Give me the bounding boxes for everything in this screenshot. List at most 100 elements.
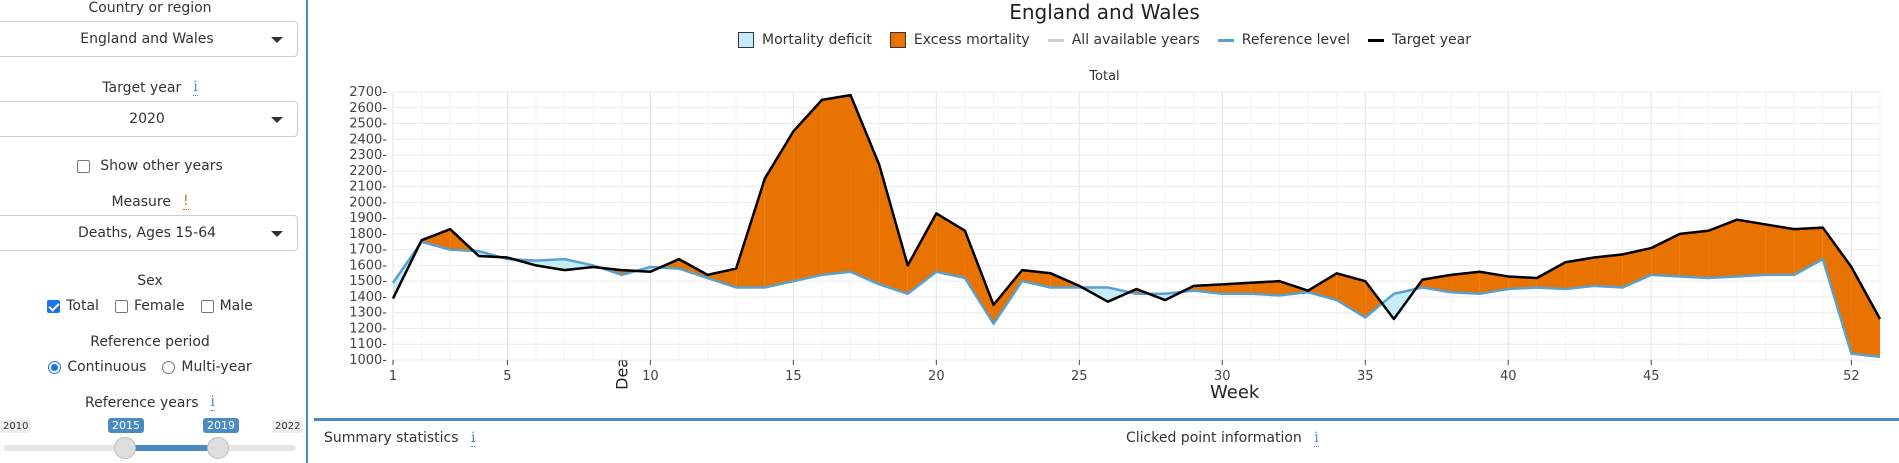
- main-panel: England and Wales Mortality deficit Exce…: [310, 0, 1899, 463]
- excess-area: [907, 213, 937, 294]
- deficit-area: [1382, 293, 1394, 320]
- sex-option-male[interactable]: Male: [200, 298, 253, 314]
- x-tick-label: 30: [1214, 369, 1231, 384]
- x-tick-label: 35: [1357, 369, 1374, 384]
- excess-area: [1536, 262, 1566, 290]
- reference-period-options: Continuous Multi-year: [0, 359, 300, 375]
- excess-area: [1365, 281, 1383, 318]
- excess-area: [993, 270, 1023, 324]
- x-tick-label: 10: [642, 369, 659, 384]
- slider-from-handle[interactable]: [114, 437, 136, 459]
- y-tick-label: 2600-: [349, 101, 387, 116]
- sex-option-total[interactable]: Total: [47, 298, 99, 314]
- excess-area: [1708, 219, 1738, 279]
- legend-item-all-available-years[interactable]: All available years: [1047, 32, 1200, 48]
- excess-area: [793, 99, 822, 282]
- x-tick-label: 15: [785, 369, 802, 384]
- y-tick-label: 1700-: [349, 243, 387, 258]
- section-divider: [314, 418, 1899, 421]
- total-checkbox[interactable]: [47, 299, 61, 313]
- show-other-years-checkbox[interactable]: [77, 159, 91, 173]
- summary-statistics-tab[interactable]: Summary statistics i: [324, 430, 476, 447]
- sex-options: Total Female Male: [0, 298, 300, 314]
- excess-area: [1451, 271, 1480, 294]
- legend-item-excess-mortality[interactable]: Excess mortality: [889, 32, 1030, 48]
- excess-area: [1679, 230, 1709, 279]
- x-tick-label: 40: [1500, 369, 1517, 384]
- male-checkbox[interactable]: [200, 299, 214, 313]
- legend-swatch: [738, 32, 755, 48]
- excess-area: [964, 230, 994, 324]
- sex-option-female[interactable]: Female: [114, 298, 185, 314]
- legend-swatch: [889, 32, 906, 48]
- multi-year-radio[interactable]: [162, 360, 176, 374]
- target-year-select-value: 2020: [129, 111, 165, 127]
- x-tick-label: 20: [928, 369, 945, 384]
- country-select[interactable]: England and Wales: [0, 21, 298, 57]
- excess-area: [821, 95, 851, 275]
- excess-area: [879, 164, 908, 294]
- legend-swatch: [1367, 38, 1384, 42]
- x-tick-label: 5: [503, 369, 511, 384]
- y-tick-label: 1100-: [349, 337, 387, 352]
- reference-period-label: Reference period: [90, 334, 210, 350]
- slider-to-value: 2019: [203, 418, 239, 433]
- y-tick-label: 1400-: [349, 290, 387, 305]
- excess-area: [1737, 219, 1766, 277]
- target-year-select[interactable]: 2020: [0, 101, 298, 137]
- legend-item-target-year[interactable]: Target year: [1367, 32, 1471, 48]
- reference-years-slider-range: [125, 445, 218, 451]
- show-other-years-label: Show other years: [100, 158, 223, 174]
- x-axis-label: Week: [1210, 382, 1260, 403]
- excess-area: [450, 229, 474, 251]
- chart-plot[interactable]: 1000-1100-1200-1300-1400-1500-1600-1700-…: [310, 0, 1899, 410]
- target-year-line: [391, 93, 1882, 321]
- excess-area: [1479, 271, 1509, 294]
- y-tick-label: 2400-: [349, 132, 387, 147]
- continuous-radio[interactable]: [48, 360, 62, 374]
- x-tick-label: 25: [1071, 369, 1088, 384]
- legend-item-reference-level[interactable]: Reference level: [1217, 32, 1350, 48]
- female-checkbox[interactable]: [114, 299, 128, 313]
- show-other-years-row[interactable]: Show other years: [0, 158, 300, 174]
- info-icon[interactable]: i: [193, 79, 198, 96]
- reference-years-label: Reference years: [85, 394, 199, 411]
- x-tick-label: 1: [389, 369, 397, 384]
- y-tick-label: 1300-: [349, 306, 387, 321]
- y-tick-label: 2300-: [349, 148, 387, 163]
- chart-title: England and Wales: [1009, 0, 1200, 24]
- reference-level-line: [391, 240, 1881, 359]
- y-tick-label: 2700-: [349, 85, 387, 100]
- y-tick-label: 1500-: [349, 274, 387, 289]
- y-tick-label: 1800-: [349, 227, 387, 242]
- clicked-point-information-tab[interactable]: Clicked point information i: [1126, 430, 1319, 447]
- legend-item-mortality-deficit[interactable]: Mortality deficit: [738, 32, 872, 48]
- y-tick-label: 1600-: [349, 258, 387, 273]
- excess-area: [1765, 224, 1795, 275]
- deficit-area: [535, 259, 565, 271]
- reference-period-continuous[interactable]: Continuous: [48, 359, 146, 375]
- sex-label: Sex: [137, 273, 163, 289]
- slider-max-label: 2022: [272, 420, 304, 433]
- deficit-area: [1082, 287, 1108, 302]
- y-tick-label: 2000-: [349, 195, 387, 210]
- y-tick-label: 1000-: [349, 353, 387, 368]
- slider-from-value: 2015: [108, 418, 144, 433]
- excess-area: [1851, 266, 1880, 357]
- measure-label-row: Measure !: [0, 193, 300, 210]
- info-icon[interactable]: i: [470, 430, 476, 447]
- excess-area: [1508, 276, 1537, 290]
- excess-area: [1022, 270, 1051, 288]
- y-tick-label: 2200-: [349, 164, 387, 179]
- excess-area: [1565, 257, 1595, 290]
- info-icon[interactable]: i: [1314, 430, 1319, 447]
- slider-to-handle[interactable]: [207, 437, 229, 459]
- chart-legend: Mortality deficit Excess mortality All a…: [310, 32, 1899, 48]
- info-icon[interactable]: i: [210, 394, 215, 411]
- excess-area: [850, 95, 880, 285]
- warning-icon[interactable]: !: [182, 193, 189, 210]
- reference-period-multi-year[interactable]: Multi-year: [162, 359, 252, 375]
- measure-label: Measure: [111, 193, 171, 210]
- measure-select[interactable]: Deaths, Ages 15-64: [0, 215, 298, 251]
- excess-area: [1250, 281, 1280, 296]
